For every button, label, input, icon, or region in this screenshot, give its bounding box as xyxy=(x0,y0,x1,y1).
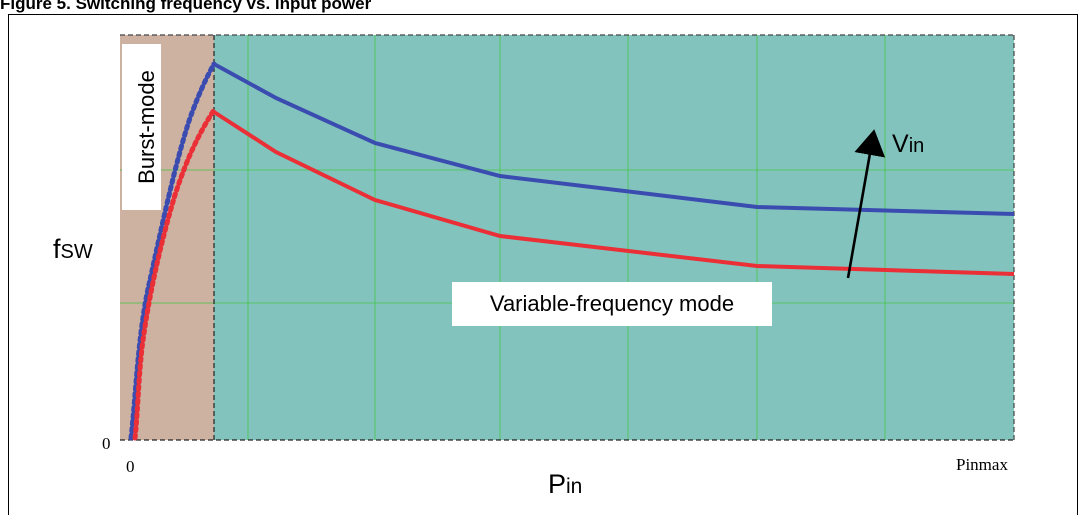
vin-arrow-label: Vin xyxy=(892,130,924,158)
high-vin-burst-curve xyxy=(128,61,217,441)
x-origin-label: 0 xyxy=(126,457,135,476)
x-max-label: Pinmax xyxy=(956,455,1008,474)
burst-mode-label-box xyxy=(122,44,161,210)
burst-mode-label-text: Burst-mode xyxy=(134,70,159,184)
vin-increase-arrow xyxy=(846,129,886,279)
burst-mode-label: Burst-mode xyxy=(122,44,161,210)
y-axis-label: fSW xyxy=(53,234,93,264)
figure-title: Figure 5. Switching frequency vs. input … xyxy=(0,0,372,13)
frame-top-border xyxy=(8,14,1078,15)
x-axis-label: Pin xyxy=(548,469,582,499)
y-origin-label: 0 xyxy=(102,434,111,453)
low-vin-curve xyxy=(212,110,1015,276)
high-vin-curve xyxy=(213,62,1015,216)
frame-left-border xyxy=(8,14,9,515)
variable-mode-label-box xyxy=(452,282,772,326)
frame-right-border xyxy=(1077,14,1078,515)
variable-frequency-region xyxy=(214,35,1014,440)
low-vin-burst-curve xyxy=(132,107,217,441)
variable-mode-label-text: Variable-frequency mode xyxy=(490,291,734,316)
